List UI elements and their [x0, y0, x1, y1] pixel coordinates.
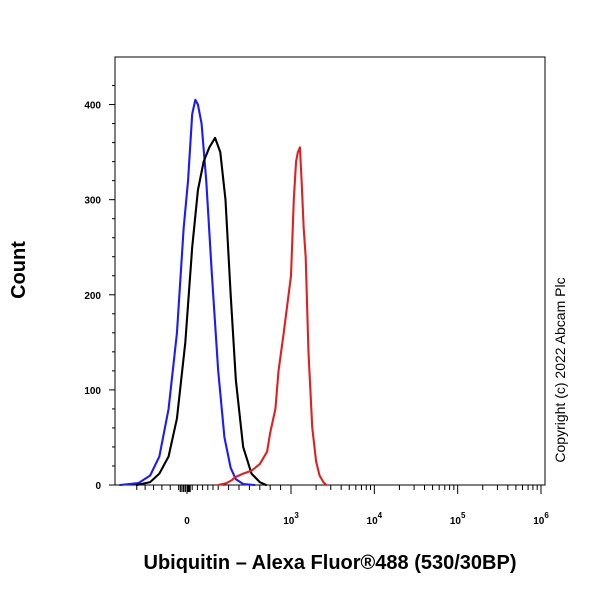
x-tick-label: 106: [533, 511, 549, 527]
y-axis-ticks: [112, 85, 115, 467]
y-tick-label: 400: [84, 101, 101, 112]
series-layer: [118, 98, 328, 487]
copyright-text: Copyright (c) 2022 Abcam Plc: [552, 277, 568, 462]
x-tick-label: 0: [184, 516, 190, 527]
y-axis-title: Count: [8, 241, 30, 299]
x-tick-label: 103: [283, 511, 299, 527]
series-line-3: [217, 146, 328, 487]
x-axis-ticks: [109, 104, 542, 494]
x-axis-title: Ubiquitin – Alexa Fluor®488 (530/30BP): [144, 552, 517, 574]
y-tick-label: 100: [84, 386, 101, 397]
y-axis-tick-labels: 0 100 200 300 400: [84, 101, 101, 492]
y-tick-label: 0: [95, 481, 101, 492]
x-tick-label: 104: [367, 511, 383, 527]
x-tick-label: 105: [450, 511, 466, 527]
plot-frame: [114, 56, 546, 486]
y-tick-label: 200: [84, 291, 101, 302]
x-axis-tick-labels: 0 103 104 105 106: [184, 511, 549, 527]
series-line-2: [135, 136, 268, 487]
series-line-1: [118, 98, 256, 487]
y-tick-label: 300: [84, 196, 101, 207]
